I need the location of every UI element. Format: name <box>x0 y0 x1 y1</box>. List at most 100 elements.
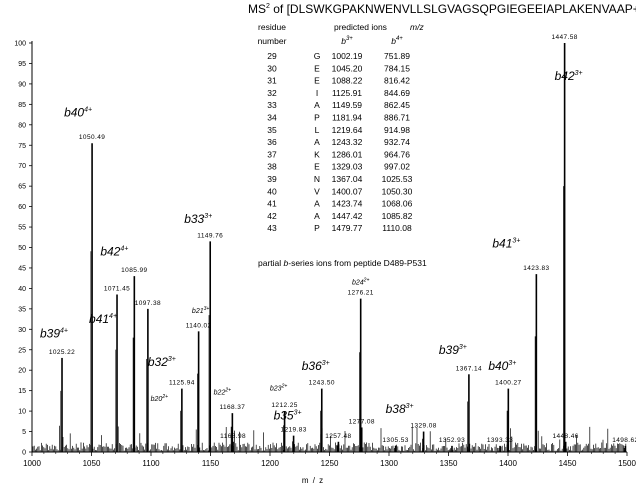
y-tick-label: 60 <box>18 204 26 211</box>
peak-label: 1498.62 <box>612 437 636 444</box>
table-cell-b3: 1447.42 <box>332 211 363 221</box>
table-cell-residue: 34 <box>267 113 277 123</box>
y-tick-label: 90 <box>18 81 26 88</box>
table-cell-b3: 1045.20 <box>332 63 363 73</box>
x-tick-label: 1450 <box>559 459 577 468</box>
peak-label: 1329.08 <box>410 423 436 430</box>
x-tick-label: 1500 <box>618 459 636 468</box>
chart-title: MS2 of [DLSWKGPAKNWENVLLSLGVAGSQPGIEGEEI… <box>248 2 636 16</box>
peak-label: 1257.48 <box>325 433 351 440</box>
y-tick-label: 25 <box>18 347 26 354</box>
table-cell-aa: A <box>314 199 320 209</box>
table-cell-b4: 997.02 <box>384 162 410 172</box>
table-header-number: number <box>258 36 287 46</box>
table-cell-residue: 43 <box>267 223 277 233</box>
table-cell-b3: 1367.04 <box>332 174 363 184</box>
x-tick-label: 1000 <box>23 459 41 468</box>
table-cell-b3: 1423.74 <box>332 199 363 209</box>
x-tick-label: 1350 <box>440 459 458 468</box>
peak-label: 1393.33 <box>487 437 513 444</box>
y-tick-label: 45 <box>18 265 26 272</box>
peak-label: 1025.22 <box>49 349 75 356</box>
table-cell-b3: 1243.32 <box>332 137 363 147</box>
table-cell-aa: E <box>314 162 320 172</box>
table-header-mz: m/z <box>410 22 424 32</box>
peak-label: 1168.37 <box>219 404 245 411</box>
table-cell-b3: 1149.59 <box>332 100 362 110</box>
ion-label-small: b232+ <box>270 384 287 393</box>
peak-label: 1071.45 <box>104 286 130 293</box>
y-tick-label: 0 <box>22 450 26 457</box>
table-cell-b4: 844.69 <box>384 88 410 98</box>
table-cell-b3: 1002.19 <box>332 51 363 61</box>
peak-label: 1243.50 <box>309 380 335 387</box>
x-tick-label: 1200 <box>261 459 279 468</box>
peak-label: 1305.53 <box>382 437 408 444</box>
table-cell-residue: 40 <box>267 186 277 196</box>
y-tick-label: 95 <box>18 61 26 68</box>
ion-label: b393+ <box>439 343 467 357</box>
table-cell-b4: 964.76 <box>384 149 410 159</box>
table-cell-residue: 38 <box>267 162 277 172</box>
y-tick-label: 80 <box>18 122 26 129</box>
peak-label: 1367.14 <box>456 365 482 372</box>
peak-label: 1125.94 <box>169 380 195 387</box>
y-tick-label: 85 <box>18 102 26 109</box>
table-cell-b3: 1400.07 <box>332 186 363 196</box>
table-cell-b3: 1125.91 <box>332 88 362 98</box>
table-cell-aa: A <box>314 100 320 110</box>
x-tick-label: 1050 <box>83 459 101 468</box>
y-tick-label: 30 <box>18 327 26 334</box>
ion-annotations: b394+ b404+ b414+ b424+ b333+ b323+ b363+ b353+… <box>40 69 583 422</box>
y-tick-label: 15 <box>18 388 26 395</box>
y-tick-label: 75 <box>18 143 26 150</box>
ion-label: b424+ <box>100 245 128 259</box>
peak-mz-labels: 1025.22 1050.49 1071.45 1085.99 1097.38 1125.… <box>49 34 636 444</box>
table-cell-b4: 1068.06 <box>382 199 413 209</box>
x-tick-label: 1150 <box>202 459 220 468</box>
ion-label: b323+ <box>148 355 176 369</box>
table-cell-b4: 1050.30 <box>382 186 413 196</box>
table-cell-residue: 30 <box>267 63 277 73</box>
ion-label: b363+ <box>302 359 330 373</box>
ion-label: b404+ <box>64 106 92 120</box>
table-header-b3: b3+ <box>341 36 353 46</box>
table-cell-aa: G <box>314 51 321 61</box>
peak-label: 1448.46 <box>553 433 579 440</box>
table-cell-aa: P <box>314 223 320 233</box>
ion-label-small: b222+ <box>214 388 231 397</box>
peak-label: 1447.58 <box>551 34 577 41</box>
table-cell-aa: A <box>314 211 320 221</box>
x-tick-label: 1250 <box>321 459 339 468</box>
peak-label: 1097.38 <box>135 300 161 307</box>
table-footnote: partial b-series ions from peptide D489-… <box>258 258 427 268</box>
table-cell-residue: 37 <box>267 149 277 159</box>
table-cell-b4: 932.74 <box>384 137 410 147</box>
table-cell-aa: I <box>316 88 318 98</box>
table-cell-b4: 784.15 <box>384 63 410 73</box>
ion-label: b353+ <box>274 408 302 422</box>
ion-label: b414+ <box>89 312 117 326</box>
table-cell-residue: 41 <box>267 199 277 209</box>
table-cell-b3: 1219.64 <box>332 125 363 135</box>
table-cell-residue: 35 <box>267 125 277 135</box>
peak-label: 1140.02 <box>186 322 212 329</box>
ion-label-small: b202+ <box>151 394 168 403</box>
table-header-predicted: predicted ions <box>334 22 387 32</box>
table-cell-b3: 1479.77 <box>332 223 363 233</box>
y-tick-label: 55 <box>18 225 26 232</box>
peak-label: 1423.83 <box>523 265 549 272</box>
x-tick-label: 1400 <box>499 459 517 468</box>
peak-label: 1085.99 <box>121 267 147 274</box>
table-cell-b4: 1085.82 <box>382 211 413 221</box>
peak-label: 1219.83 <box>280 427 306 434</box>
y-tick-label: 35 <box>18 306 26 313</box>
table-cell-aa: E <box>314 63 320 73</box>
y-tick-label: 5 <box>22 429 26 436</box>
table-cell-aa: E <box>314 76 320 86</box>
y-tick-label: 65 <box>18 184 26 191</box>
peak-label: 1276.21 <box>348 290 374 297</box>
table-cell-aa: N <box>314 174 320 184</box>
table-cell-aa: A <box>314 137 320 147</box>
